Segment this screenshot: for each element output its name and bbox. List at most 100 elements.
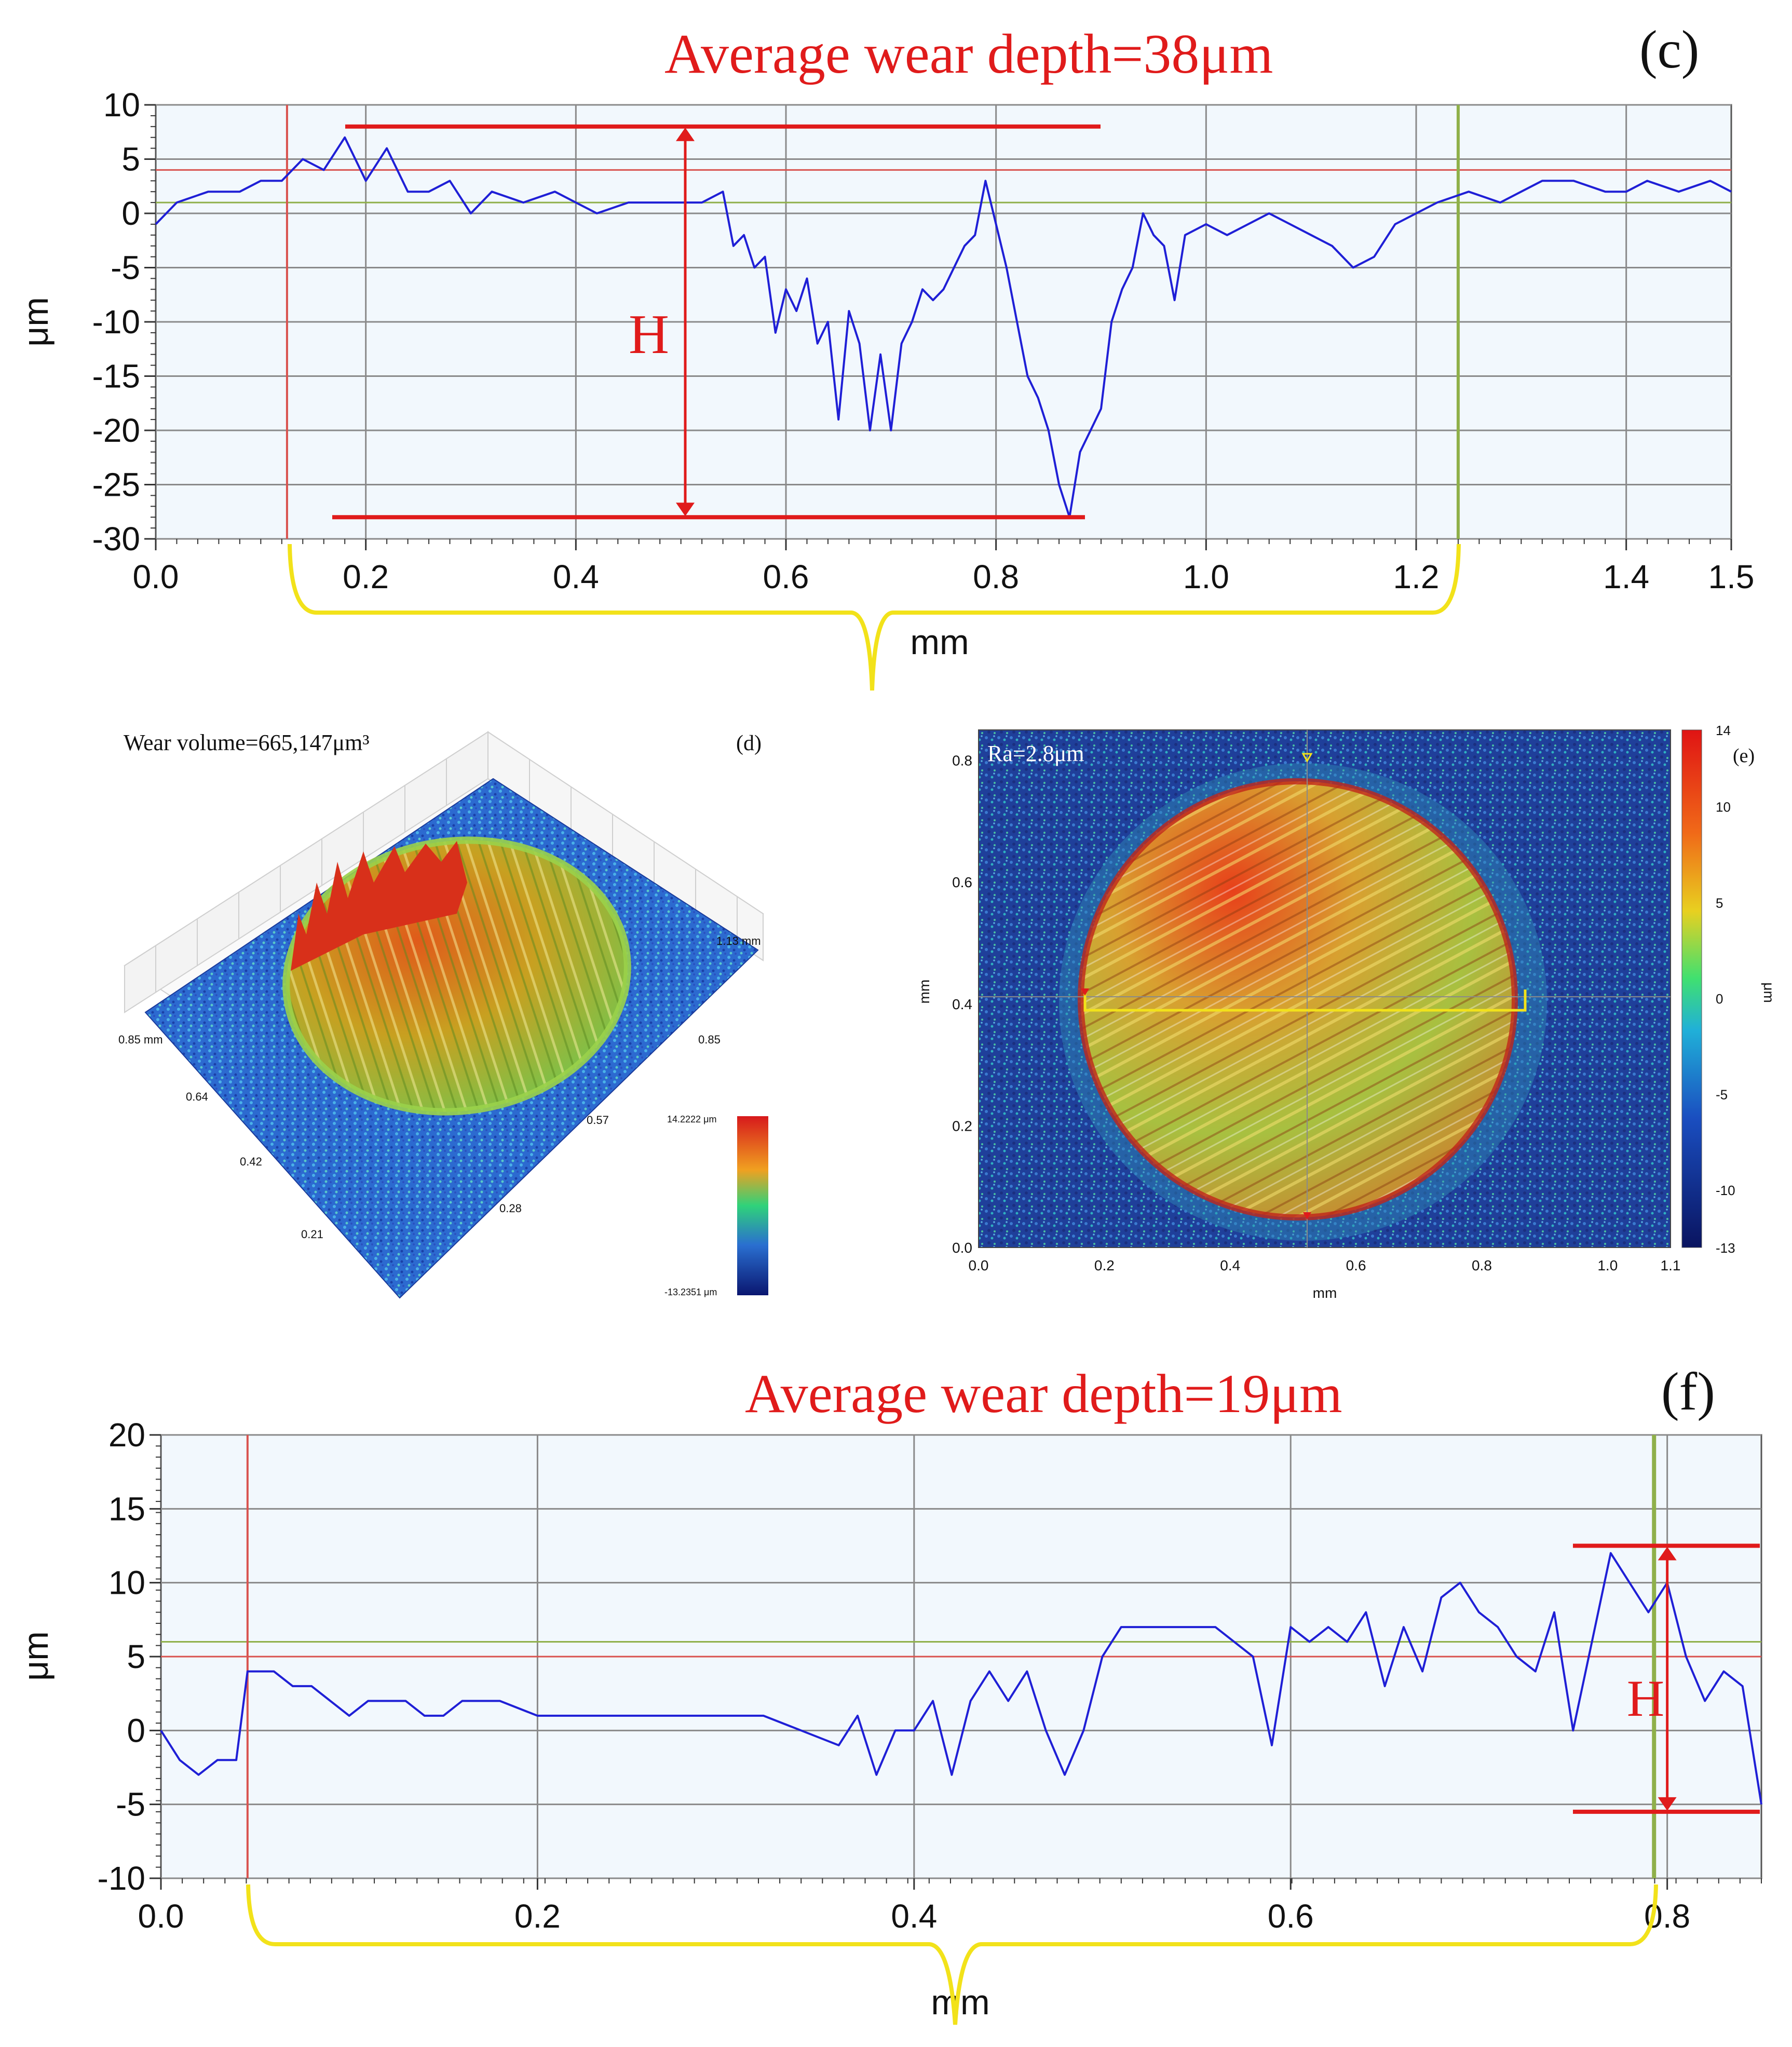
y-tick-label: -10 <box>98 1860 146 1897</box>
y-tick-label: -25 <box>92 466 141 504</box>
yellow-brace-icon <box>288 544 1461 691</box>
y-tick-label: 0 <box>127 1712 145 1749</box>
panel-e-label: (e) <box>1733 745 1755 767</box>
y-tick-label: -5 <box>116 1786 145 1823</box>
x-axis-tick-d-1: 0.64 <box>186 1090 208 1103</box>
panel-d-label: (d) <box>736 731 762 755</box>
colorbar-d <box>737 1116 768 1295</box>
profile-chart-c: Average wear depth=38μm (c) 10 5 0 -5 -10 -15… <box>16 20 1755 691</box>
x-tick-label: 1.1 <box>1661 1257 1681 1273</box>
y-tick-label: 0.4 <box>952 996 972 1012</box>
x-axis-tick-d-0: 0.85 mm <box>118 1033 163 1046</box>
y-tick-labels-e: 0.0 0.2 0.4 0.6 0.8 <box>952 753 972 1256</box>
x-tick-label: 1.4 <box>1603 558 1649 595</box>
y-tick-label: 5 <box>121 141 140 178</box>
marker-bottom-icon <box>1303 1212 1311 1219</box>
y-tick-label: 10 <box>103 86 140 124</box>
yellow-brace-icon <box>246 1884 1658 2025</box>
x-tick-labels-f: 0.0 0.2 0.4 0.6 0.8 <box>138 1897 1691 1935</box>
x-axis-label-c: mm <box>910 622 969 662</box>
colorbar-e-label: μm <box>1761 982 1777 1002</box>
x-tick-label: 1.0 <box>1183 558 1229 595</box>
x-tick-labels-e: 0.0 0.2 0.4 0.6 0.8 1.0 1.1 <box>969 1257 1681 1273</box>
x-tick-label: 0.6 <box>763 558 809 595</box>
y-tick-label: -10 <box>92 303 141 341</box>
panel-c-annotation: Average wear depth=38μm <box>664 23 1273 85</box>
x-tick-label: 0.8 <box>973 558 1019 595</box>
colorbar-d-max: 14.2222 μm <box>667 1114 716 1124</box>
y-axis-label-f: μm <box>16 1631 56 1681</box>
y-tick-label: 10 <box>108 1564 145 1602</box>
heightmap-panel-e: Ra=2.8μm (e) 0.0 0.2 0.4 0.6 0.8 1.0 1.1 0.00.… <box>916 723 1777 1301</box>
surface-3d-panel-d: Wear volume=665,147μm³ (d) 0.85 mm 0.64 … <box>118 730 768 1299</box>
h-label-f: H <box>1627 1670 1664 1727</box>
arrowhead-down-icon <box>676 503 695 517</box>
y-tick-label: 0.8 <box>952 753 972 769</box>
y-tick-label: 0.2 <box>952 1118 972 1134</box>
profile-series-line <box>160 1552 1762 1805</box>
colorbar-tick-label: -13 <box>1716 1240 1735 1256</box>
panel-f-annotation: Average wear depth=19μm <box>745 1363 1342 1424</box>
y-tick-label: 0 <box>121 195 140 232</box>
y-tick-label: 0.6 <box>952 874 972 890</box>
y-axis-label-c: μm <box>16 297 56 347</box>
gridlines-c <box>144 104 1732 550</box>
y-tick-label: -30 <box>92 520 141 558</box>
y-tick-label: -5 <box>111 249 140 287</box>
profile-chart-f: Average wear depth=19μm (f) 20 15 10 5 0 -5 -1… <box>16 1362 1762 2025</box>
y-axis-tick-d-0: 1.13 mm <box>716 934 761 947</box>
x-axis-label-e: mm <box>1313 1285 1337 1301</box>
y-tick-label: -15 <box>92 358 141 395</box>
y-tick-label: 0.0 <box>952 1240 972 1256</box>
x-tick-label: 0.8 <box>1472 1257 1492 1273</box>
y-tick-label: 20 <box>108 1416 145 1454</box>
panel-c-label: (c) <box>1639 20 1699 79</box>
x-tick-labels-c: 0.0 0.2 0.4 0.6 0.8 1.0 1.2 1.4 1.5 <box>133 558 1755 595</box>
x-tick-label: 0.2 <box>343 558 389 595</box>
wear-scar-rim <box>282 836 631 1116</box>
marker-top-icon <box>1301 753 1313 763</box>
wear-scar-peaks <box>291 841 467 971</box>
colorbar-tick-label: -5 <box>1716 1087 1728 1103</box>
x-tick-label: 0.4 <box>891 1897 937 1935</box>
minor-ticks-c <box>151 104 1732 544</box>
panel-d-annotation: Wear volume=665,147μm³ <box>124 730 370 755</box>
x-tick-label: 0.2 <box>1094 1257 1115 1273</box>
arrowhead-down-icon <box>1658 1797 1677 1811</box>
y-axis-tick-d-3: 0.28 <box>499 1202 522 1215</box>
x-tick-label: 0.6 <box>1346 1257 1366 1273</box>
y-axis-tick-d-1: 0.85 <box>698 1033 721 1046</box>
x-tick-label: 1.5 <box>1708 558 1755 595</box>
y-axis-tick-d-2: 0.57 <box>587 1114 609 1127</box>
x-tick-label: 0.0 <box>138 1897 184 1935</box>
y-tick-label: -20 <box>92 412 141 449</box>
profile-bracket-e <box>1083 989 1527 1012</box>
y-tick-label: 5 <box>127 1638 145 1675</box>
x-tick-label: 1.0 <box>1597 1257 1618 1273</box>
y-tick-labels-f: 20 15 10 5 0 -5 -10 <box>98 1416 146 1897</box>
x-tick-label: 0.0 <box>969 1257 989 1273</box>
y-tick-labels-c: 10 5 0 -5 -10 -15 -20 -25 -30 <box>92 86 141 558</box>
panel-f-label: (f) <box>1661 1362 1715 1421</box>
colorbar-e <box>1681 729 1702 1248</box>
minor-ticks-f <box>156 1434 1762 1883</box>
colorbar-d-min: -13.2351 μm <box>664 1287 717 1297</box>
h-label-c: H <box>629 304 669 365</box>
x-tick-label: 0.2 <box>514 1897 561 1935</box>
x-tick-label: 0.4 <box>553 558 599 595</box>
y-axis-label-e: mm <box>916 980 932 1004</box>
x-tick-label: 1.2 <box>1393 558 1440 595</box>
panel-e-annotation: Ra=2.8μm <box>987 741 1084 766</box>
x-tick-label: 0.4 <box>1220 1257 1240 1273</box>
colorbar-tick-label: 14 <box>1716 723 1731 738</box>
y-tick-label: 15 <box>108 1490 145 1527</box>
arrowhead-up-icon <box>676 127 695 141</box>
colorbar-tick-label: 10 <box>1716 799 1731 815</box>
colorbar-e-tick-labels: 14 10 5 0 -5 -10 -13 <box>1716 723 1735 1256</box>
x-axis-tick-d-3: 0.21 <box>301 1228 323 1241</box>
colorbar-tick-label: -10 <box>1716 1183 1735 1198</box>
x-axis-tick-d-2: 0.42 <box>240 1155 262 1168</box>
colorbar-tick-label: 5 <box>1716 895 1723 911</box>
colorbar-tick-label: 0 <box>1716 991 1723 1007</box>
